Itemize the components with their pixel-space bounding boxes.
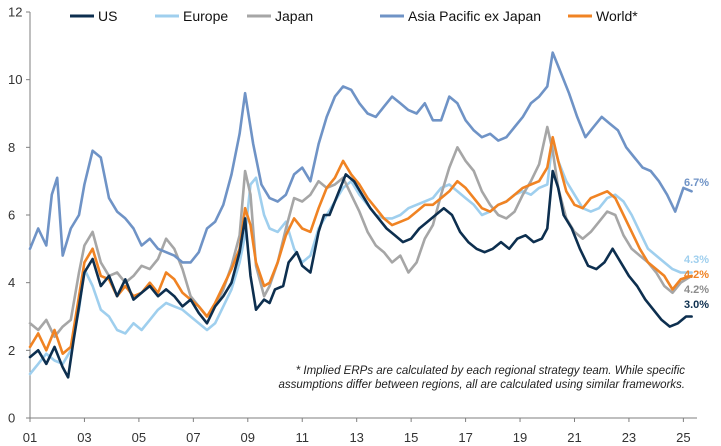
x-tick-label: 09 bbox=[241, 430, 255, 445]
x-tick-label: 23 bbox=[622, 430, 636, 445]
y-tick-label: 2 bbox=[8, 343, 15, 358]
y-tick-label: 4 bbox=[8, 275, 15, 290]
end-label-world: 4.2% bbox=[684, 269, 709, 281]
x-tick-label: 01 bbox=[23, 430, 37, 445]
series-line-world bbox=[28, 135, 693, 355]
series-line-us bbox=[28, 169, 693, 379]
end-label-asia-pacific-ex-japan: 6.7% bbox=[684, 177, 709, 189]
y-tick-label: 6 bbox=[8, 208, 15, 223]
series-line-europe bbox=[28, 139, 693, 376]
legend-label-us: US bbox=[98, 8, 117, 24]
end-label-us: 3.0% bbox=[684, 299, 709, 311]
y-tick-label: 0 bbox=[8, 411, 15, 426]
y-tick-label: 12 bbox=[8, 5, 22, 20]
x-tick-label: 07 bbox=[186, 430, 200, 445]
chart-legend: US Europe Japan Asia Pacific ex Japan World* bbox=[70, 8, 638, 24]
legend-label-asia-pacific-ex-japan: Asia Pacific ex Japan bbox=[408, 8, 541, 24]
y-tick-label: 8 bbox=[8, 140, 15, 155]
chart-series-lines bbox=[28, 51, 693, 379]
x-tick-label: 25 bbox=[676, 430, 690, 445]
end-label-europe: 4.3% bbox=[684, 254, 709, 266]
series-line-japan bbox=[28, 125, 693, 339]
x-tick-label: 11 bbox=[295, 430, 309, 445]
x-tick-label: 15 bbox=[404, 430, 418, 445]
legend-label-world: World* bbox=[596, 8, 638, 24]
series-line-asia-pacific-ex-japan bbox=[28, 51, 693, 264]
chart-axes: 0 2 4 6 8 10 12 01 03 05 07 09 11 13 15 17 19 21 23 25 bbox=[8, 5, 697, 445]
end-label-japan: 4.2% bbox=[684, 284, 709, 296]
x-tick-label: 05 bbox=[132, 430, 146, 445]
x-tick-label: 17 bbox=[458, 430, 472, 445]
x-tick-label: 03 bbox=[77, 430, 91, 445]
y-tick-label: 10 bbox=[8, 72, 22, 87]
chart-end-labels: 3.0% 4.3% 4.2% 6.7% 4.2% bbox=[684, 177, 709, 311]
legend-label-japan: Japan bbox=[275, 8, 313, 24]
chart-footnote: * Implied ERPs are calculated by each re… bbox=[278, 365, 685, 391]
x-tick-label: 13 bbox=[349, 430, 363, 445]
x-tick-label: 21 bbox=[567, 430, 581, 445]
legend-label-europe: Europe bbox=[183, 8, 228, 24]
x-tick-label: 19 bbox=[513, 430, 527, 445]
